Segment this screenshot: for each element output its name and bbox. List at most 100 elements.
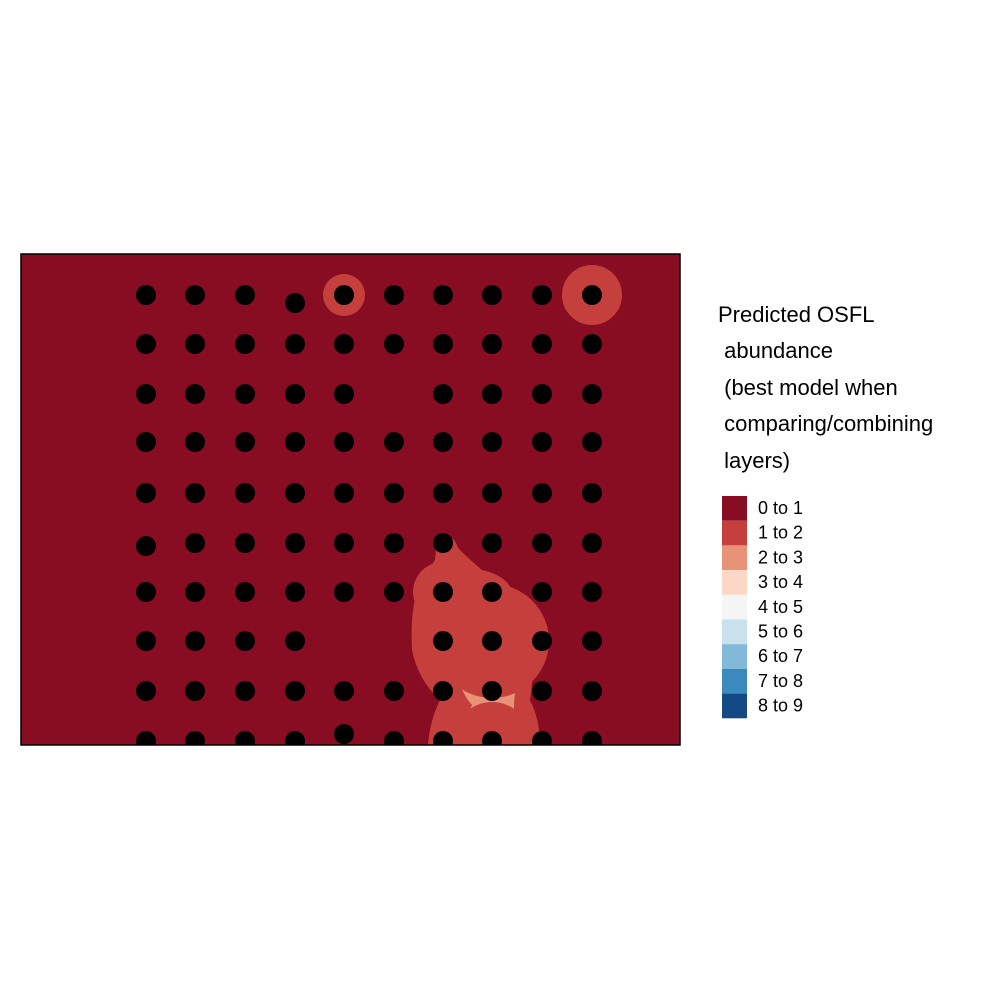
survey-point (532, 483, 552, 503)
survey-point (334, 533, 354, 553)
survey-point (384, 285, 404, 305)
survey-point (136, 536, 156, 556)
legend-title-line-2: abundance (718, 338, 833, 363)
legend-swatch-5 (722, 619, 747, 645)
survey-point (285, 334, 305, 354)
survey-point (482, 533, 502, 553)
survey-point (384, 334, 404, 354)
legend-title-line-1: Predicted OSFL (718, 302, 875, 327)
survey-point (235, 681, 255, 701)
survey-point (334, 285, 354, 305)
legend-label-7: 7 to 8 (758, 671, 803, 691)
map-panel-border (20, 253, 681, 746)
legend-title-line-5: layers) (718, 448, 790, 473)
survey-point (285, 384, 305, 404)
survey-point (235, 533, 255, 553)
survey-point (136, 731, 156, 745)
survey-point (582, 681, 602, 701)
survey-point (482, 285, 502, 305)
survey-point (384, 582, 404, 602)
survey-point (185, 432, 205, 452)
survey-point (235, 432, 255, 452)
survey-point (532, 285, 552, 305)
survey-point (433, 432, 453, 452)
survey-point (235, 731, 255, 745)
survey-point (482, 681, 502, 701)
survey-point (285, 681, 305, 701)
survey-point (482, 582, 502, 602)
survey-point (482, 483, 502, 503)
survey-point (482, 432, 502, 452)
legend-swatch-1 (722, 520, 747, 546)
legend-keys: 0 to 1 1 to 2 2 to 3 3 to 4 4 to 5 5 to 6 6 to… (722, 496, 803, 719)
survey-point (532, 681, 552, 701)
survey-point (532, 334, 552, 354)
survey-point (433, 285, 453, 305)
survey-point (136, 631, 156, 651)
survey-point (185, 384, 205, 404)
survey-point (235, 631, 255, 651)
survey-point (582, 334, 602, 354)
legend-title-line-3: (best model when (718, 375, 898, 400)
survey-point (185, 334, 205, 354)
survey-point (334, 483, 354, 503)
legend: Predicted OSFL abundance (best model whe… (718, 302, 933, 719)
survey-point (185, 631, 205, 651)
survey-point (235, 384, 255, 404)
legend-label-5: 5 to 6 (758, 622, 803, 642)
survey-point (384, 681, 404, 701)
survey-point (136, 432, 156, 452)
survey-point (433, 582, 453, 602)
legend-label-2: 2 to 3 (758, 547, 803, 567)
survey-point (433, 483, 453, 503)
legend-label-3: 3 to 4 (758, 572, 803, 592)
survey-point (334, 432, 354, 452)
survey-point (433, 631, 453, 651)
survey-point (185, 533, 205, 553)
survey-point (582, 533, 602, 553)
survey-point (334, 334, 354, 354)
survey-point (334, 582, 354, 602)
survey-point (285, 432, 305, 452)
legend-swatch-8 (722, 693, 747, 719)
legend-title-line-4: comparing/combining (718, 411, 933, 436)
legend-swatch-4 (722, 594, 747, 620)
survey-point (136, 681, 156, 701)
survey-point (582, 483, 602, 503)
survey-point (532, 384, 552, 404)
survey-point (532, 731, 552, 745)
survey-point (482, 731, 502, 745)
legend-swatch-0 (722, 496, 747, 521)
survey-point (285, 582, 305, 602)
legend-label-1: 1 to 2 (758, 523, 803, 543)
survey-point (285, 631, 305, 651)
survey-point (185, 731, 205, 745)
survey-point (582, 731, 602, 745)
survey-point (285, 483, 305, 503)
survey-point (482, 334, 502, 354)
survey-point (482, 631, 502, 651)
survey-point (285, 533, 305, 553)
survey-point (532, 533, 552, 553)
legend-label-8: 8 to 9 (758, 696, 803, 716)
survey-point (136, 334, 156, 354)
survey-point (235, 334, 255, 354)
survey-point (136, 285, 156, 305)
survey-point (532, 432, 552, 452)
survey-point (582, 285, 602, 305)
survey-point (136, 582, 156, 602)
legend-swatch-6 (722, 644, 747, 669)
survey-point (582, 384, 602, 404)
survey-point (582, 631, 602, 651)
survey-point (334, 681, 354, 701)
survey-point (185, 285, 205, 305)
hotspot-4-class-1 (453, 702, 531, 745)
legend-label-0: 0 to 1 (758, 498, 803, 518)
survey-point (285, 731, 305, 745)
survey-point (334, 724, 354, 744)
survey-point (285, 293, 305, 313)
survey-point (482, 384, 502, 404)
survey-point (582, 432, 602, 452)
survey-point (334, 384, 354, 404)
